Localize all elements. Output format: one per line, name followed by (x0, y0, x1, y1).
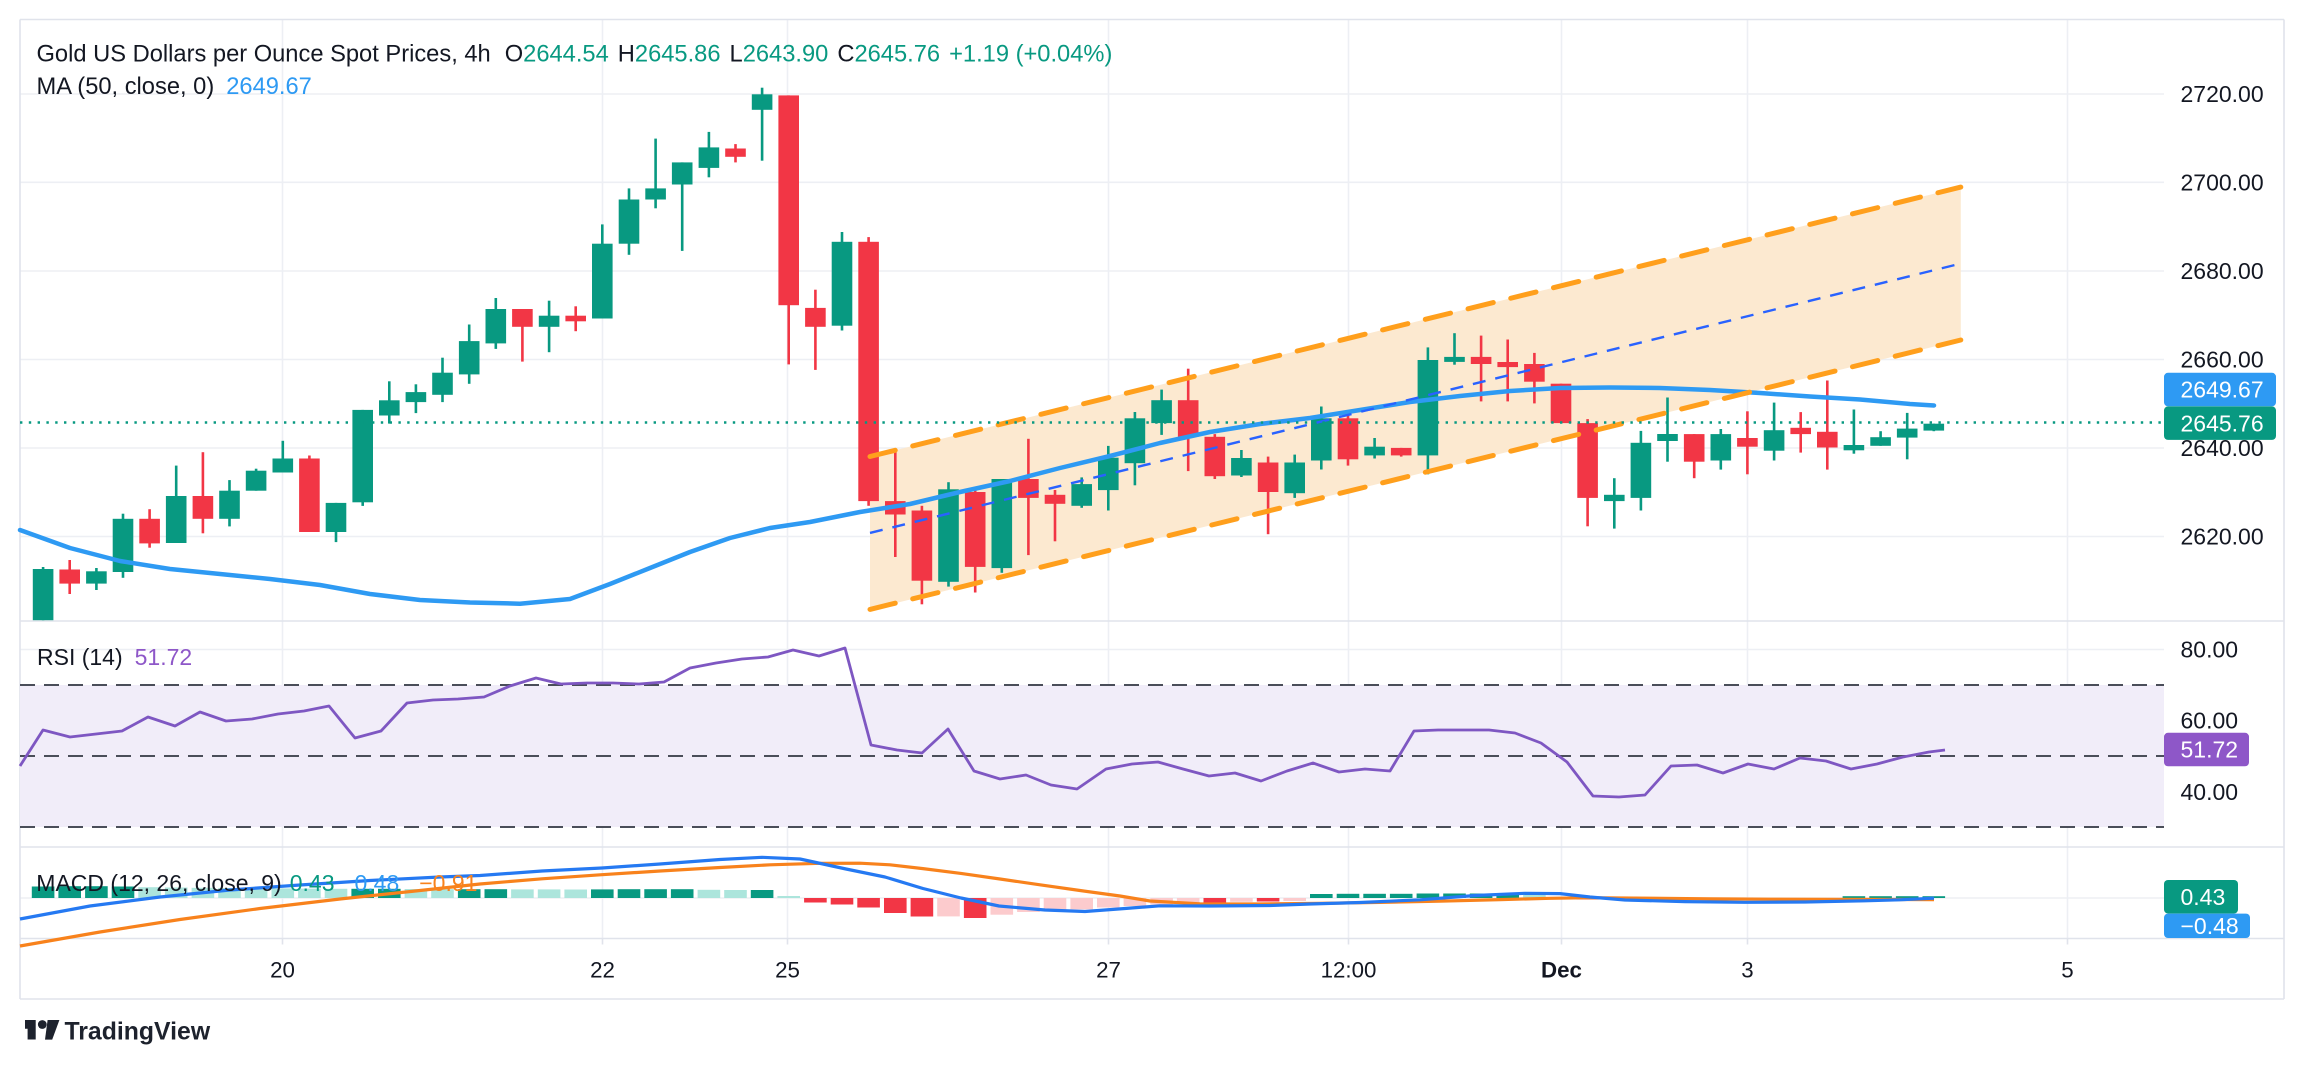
svg-text:12:00: 12:00 (1321, 958, 1377, 983)
svg-text:MA (50, close, 0)2649.67: MA (50, close, 0) 2649.67 (37, 74, 312, 100)
svg-text:2720.00: 2720.00 (2181, 81, 2264, 107)
svg-text:2680.00: 2680.00 (2181, 258, 2264, 284)
svg-text:2700.00: 2700.00 (2181, 170, 2264, 196)
svg-text:2660.00: 2660.00 (2181, 347, 2264, 373)
svg-text:80.00: 80.00 (2181, 637, 2239, 663)
svg-text:TradingView: TradingView (65, 1019, 211, 1046)
svg-text:60.00: 60.00 (2181, 708, 2239, 734)
svg-text:2649.67: 2649.67 (2181, 377, 2264, 403)
svg-text:22: 22 (590, 958, 615, 983)
svg-text:27: 27 (1096, 958, 1121, 983)
svg-text:Dec: Dec (1541, 958, 1582, 983)
svg-text:40.00: 40.00 (2181, 779, 2239, 805)
svg-text:RSI (14)51.72: RSI (14) 51.72 (37, 644, 192, 670)
svg-text:25: 25 (775, 958, 800, 983)
svg-text:20: 20 (270, 958, 295, 983)
svg-text:0.43: 0.43 (2181, 884, 2226, 910)
svg-text:5: 5 (2061, 958, 2073, 983)
svg-text:2620.00: 2620.00 (2181, 524, 2264, 550)
svg-text:3: 3 (1741, 958, 1753, 983)
svg-text:51.72: 51.72 (2181, 737, 2239, 763)
svg-text:2645.76: 2645.76 (2181, 410, 2264, 436)
svg-text:−0.48: −0.48 (2181, 913, 2239, 939)
svg-text:Gold US Dollars per Ounce Spot: Gold US Dollars per Ounce Spot Prices, 4… (37, 41, 1113, 67)
